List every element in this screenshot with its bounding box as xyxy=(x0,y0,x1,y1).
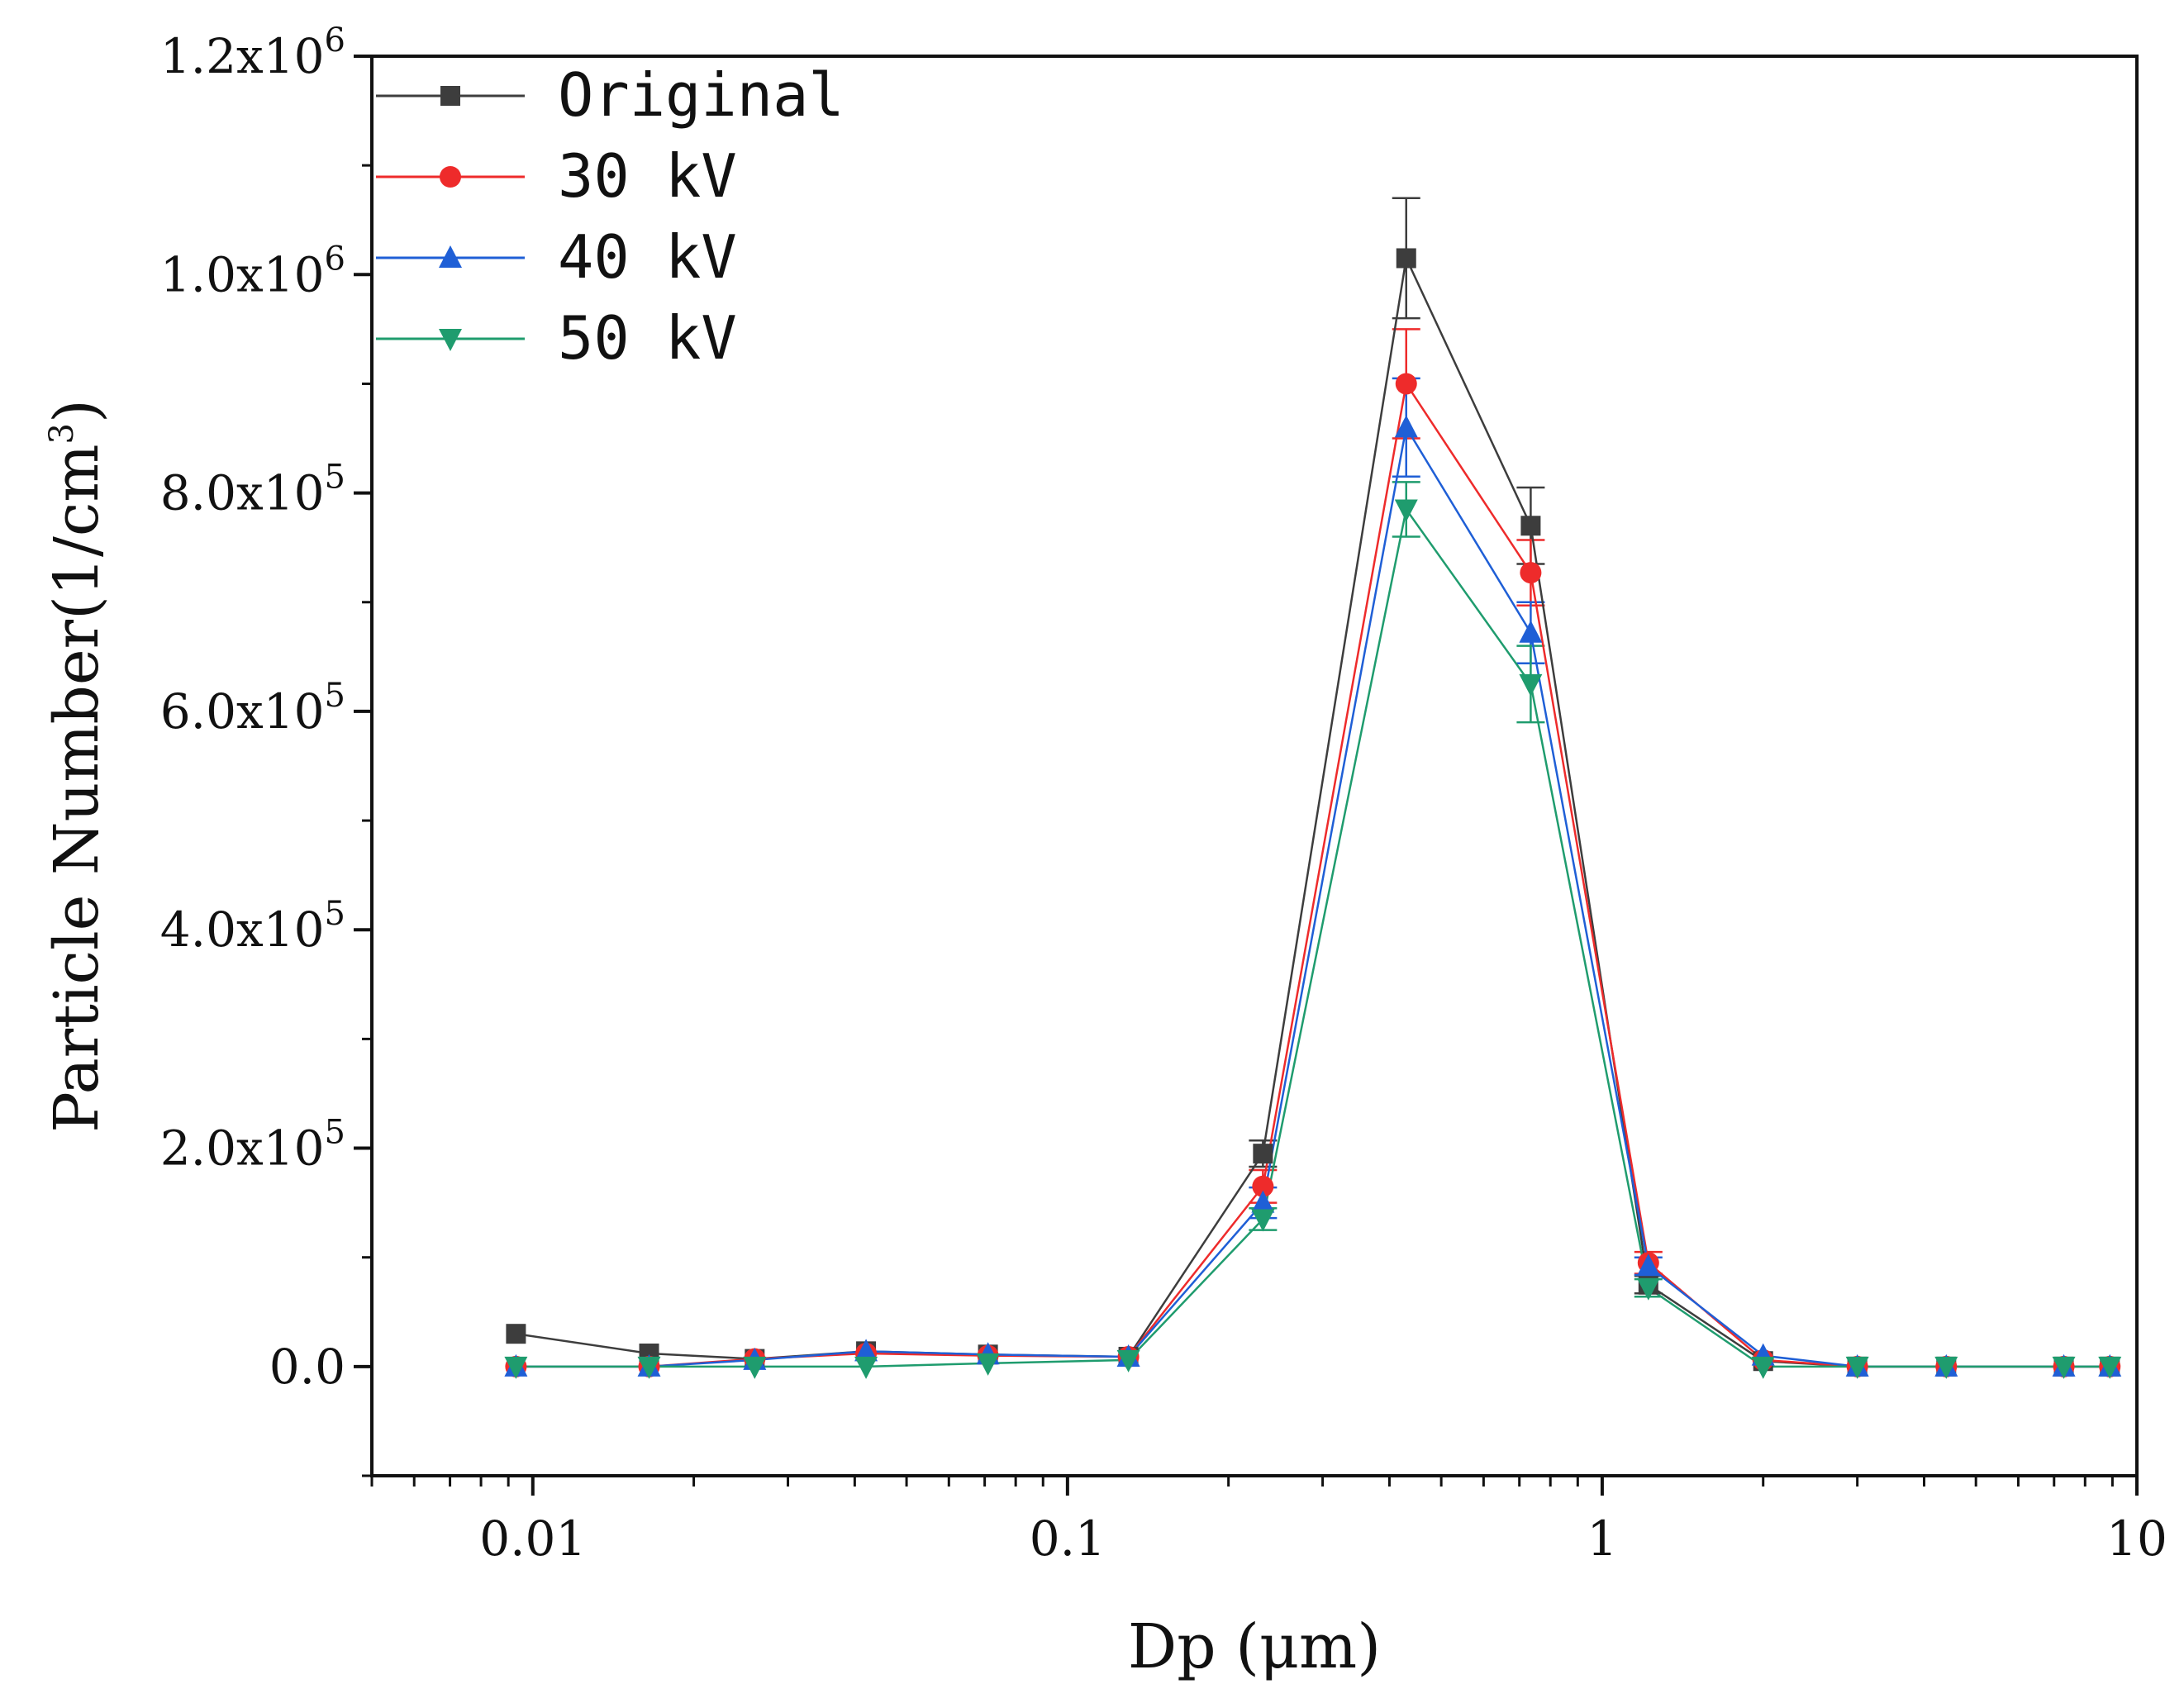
legend-marker xyxy=(439,329,462,351)
data-point xyxy=(1253,1144,1273,1164)
data-point xyxy=(1394,499,1418,522)
y-axis: 0.0 2.0x105 4.0x105 6.0x105 8.0x105 1.0x106 1.… xyxy=(160,21,372,1477)
data-point xyxy=(1519,673,1543,697)
data-point xyxy=(637,1356,661,1379)
data-point xyxy=(504,1356,528,1379)
y-tick-label: 6.0x105 xyxy=(160,677,345,740)
x-tick-label: 0.01 xyxy=(479,1510,586,1567)
data-point xyxy=(1394,415,1418,438)
data-point xyxy=(1751,1356,1775,1379)
series-lines-layer xyxy=(516,254,2110,1368)
series-line xyxy=(516,381,2110,1368)
legend-label: Original xyxy=(558,60,845,130)
x-tick-label: 1 xyxy=(1587,1510,1617,1567)
data-point xyxy=(1396,248,1416,269)
data-point xyxy=(1845,1356,1869,1379)
legend: Original 30 kV 40 kV 50 kV xyxy=(376,60,845,373)
y-tick-label: 1.2x106 xyxy=(160,21,345,84)
legend-marker xyxy=(440,166,461,188)
data-point xyxy=(1934,1356,1958,1379)
markers-layer xyxy=(504,248,2122,1379)
legend-label: 30 kV xyxy=(558,141,737,211)
y-axis-title-close: ) xyxy=(41,399,112,423)
legend-label: 50 kV xyxy=(558,303,737,373)
x-axis-title: Dp (μm) xyxy=(1128,1611,1381,1682)
data-point xyxy=(506,1324,526,1344)
series-line xyxy=(516,254,2110,1368)
y-tick-label: 2.0x105 xyxy=(160,1114,345,1177)
y-tick-label: 4.0x105 xyxy=(160,895,345,958)
x-axis: 0.01 0.1 1 10 xyxy=(370,1476,2167,1567)
x-tick-label: 10 xyxy=(2106,1510,2167,1567)
series-line xyxy=(516,424,2110,1368)
y-tick-label: 8.0x105 xyxy=(160,459,345,521)
data-point xyxy=(1636,1277,1660,1301)
data-point xyxy=(743,1356,767,1379)
y-tick-label: 0.0 xyxy=(269,1339,345,1395)
y-axis-title-exponent: 3 xyxy=(43,423,81,444)
x-tick-label: 0.1 xyxy=(1030,1510,1106,1567)
data-point xyxy=(1252,1175,1274,1197)
data-point xyxy=(1251,1209,1275,1232)
data-point xyxy=(976,1353,1000,1376)
y-axis-title: Particle Number(1/cm3) xyxy=(41,399,112,1133)
data-point xyxy=(1251,1190,1275,1213)
data-point xyxy=(1395,373,1417,395)
legend-marker xyxy=(439,245,462,268)
data-point xyxy=(2052,1356,2076,1379)
data-point xyxy=(854,1339,878,1362)
data-point xyxy=(1519,620,1543,643)
data-point xyxy=(1116,1349,1140,1372)
legend-label: 40 kV xyxy=(558,222,737,292)
data-point xyxy=(1636,1253,1660,1277)
plot-frame xyxy=(370,55,2139,1477)
legend-marker xyxy=(440,86,460,106)
data-point xyxy=(2098,1356,2122,1379)
data-point xyxy=(1520,516,1541,536)
y-tick-label: 1.0x106 xyxy=(160,240,345,302)
data-point xyxy=(1520,562,1542,584)
y-axis-title-main: Particle Number(1/cm xyxy=(41,444,112,1132)
data-point xyxy=(854,1356,878,1379)
